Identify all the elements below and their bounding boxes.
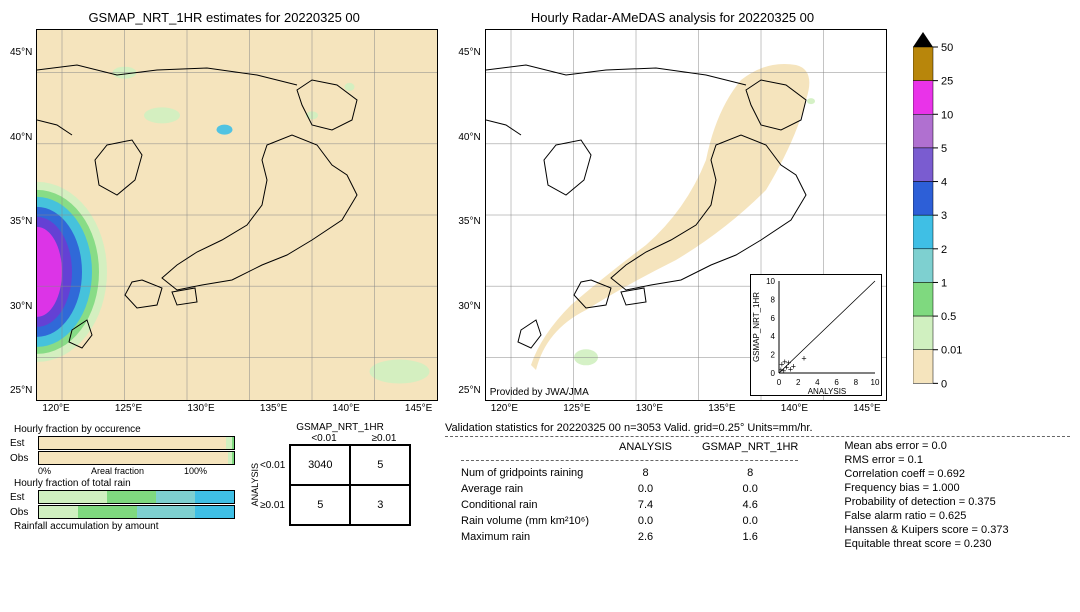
svg-text:2: 2 xyxy=(796,378,801,387)
right-map-title: Hourly Radar-AMeDAS analysis for 2022032… xyxy=(458,10,886,25)
svg-text:3: 3 xyxy=(941,210,947,222)
svg-text:0: 0 xyxy=(941,378,947,390)
stats-table: ANALYSISGSMAP_NRT_1HR Num of gridpoints … xyxy=(445,439,814,546)
stats-section: Validation statistics for 20220325 00 n=… xyxy=(445,422,1070,551)
svg-text:ANALYSIS: ANALYSIS xyxy=(807,387,846,395)
svg-text:10: 10 xyxy=(766,277,775,286)
bar-total-est xyxy=(38,490,235,504)
right-x-axis: 120°E 125°E 130°E 135°E 140°E 145°E xyxy=(485,401,887,414)
svg-text:4: 4 xyxy=(770,332,775,341)
bar-occurrence-est xyxy=(38,436,235,450)
svg-text:2: 2 xyxy=(770,351,775,360)
right-map-panel: Hourly Radar-AMeDAS analysis for 2022032… xyxy=(458,10,886,414)
left-map-panel: GSMAP_NRT_1HR estimates for 20220325 00 … xyxy=(10,10,438,414)
bar-occurrence-obs xyxy=(38,451,235,465)
bar-occurrence-title: Hourly fraction by occurence xyxy=(14,424,235,435)
svg-text:10: 10 xyxy=(941,109,953,121)
svg-text:2: 2 xyxy=(941,244,947,256)
stats-title: Validation statistics for 20220325 00 n=… xyxy=(445,422,1070,434)
left-map-svg xyxy=(37,30,437,400)
bar-total-obs xyxy=(38,505,235,519)
stats-right-column: Mean abs error = 0.0RMS error = 0.1Corre… xyxy=(844,439,1008,551)
left-map-frame xyxy=(36,29,438,401)
left-x-axis: 120°E 125°E 130°E 135°E 140°E 145°E xyxy=(36,401,438,414)
bar-accum-title: Rainfall accumulation by amount xyxy=(14,521,235,532)
svg-text:25: 25 xyxy=(941,76,953,88)
svg-text:+: + xyxy=(782,357,787,367)
svg-text:0.5: 0.5 xyxy=(941,311,956,323)
inset-scatter: 00224466881010+++++++++ANALYSISGSMAP_NRT… xyxy=(750,274,882,396)
contingency-table: GSMAP_NRT_1HR <0.01≥0.01 ANALYSIS <0.01≥… xyxy=(250,422,430,551)
svg-text:4: 4 xyxy=(941,177,947,189)
colorbar: 50 25 10 5 4 3 2 1 0.5 0.01 0 xyxy=(913,32,983,414)
svg-text:5: 5 xyxy=(941,143,947,155)
svg-text:8: 8 xyxy=(853,378,858,387)
svg-text:4: 4 xyxy=(815,378,820,387)
bar-total-title: Hourly fraction of total rain xyxy=(14,478,235,489)
right-map-frame: 00224466881010+++++++++ANALYSISGSMAP_NRT… xyxy=(485,29,887,401)
svg-text:GSMAP_NRT_1HR: GSMAP_NRT_1HR xyxy=(752,292,761,362)
svg-text:8: 8 xyxy=(770,295,775,304)
svg-text:0: 0 xyxy=(770,369,775,378)
svg-text:50: 50 xyxy=(941,42,953,54)
colorbar-svg: 50 25 10 5 4 3 2 1 0.5 0.01 0 xyxy=(913,32,983,412)
attribution-label: Provided by JWA/JMA xyxy=(490,387,589,398)
right-y-axis: 45°N 40°N 35°N 30°N 25°N xyxy=(458,29,484,414)
svg-text:+: + xyxy=(801,353,806,363)
svg-text:1: 1 xyxy=(941,277,947,289)
bottom-row: Hourly fraction by occurence Est Obs 0%A… xyxy=(10,422,1070,551)
svg-text:10: 10 xyxy=(870,378,879,387)
bar-charts-section: Hourly fraction by occurence Est Obs 0%A… xyxy=(10,422,235,551)
left-y-axis: 45°N 40°N 35°N 30°N 25°N xyxy=(10,29,36,414)
svg-text:6: 6 xyxy=(834,378,839,387)
left-map-title: GSMAP_NRT_1HR estimates for 20220325 00 xyxy=(10,10,438,25)
svg-text:0.01: 0.01 xyxy=(941,345,962,357)
svg-text:+: + xyxy=(790,362,795,372)
svg-text:6: 6 xyxy=(770,314,775,323)
svg-text:0: 0 xyxy=(776,378,781,387)
maps-row: GSMAP_NRT_1HR estimates for 20220325 00 … xyxy=(10,10,1070,414)
